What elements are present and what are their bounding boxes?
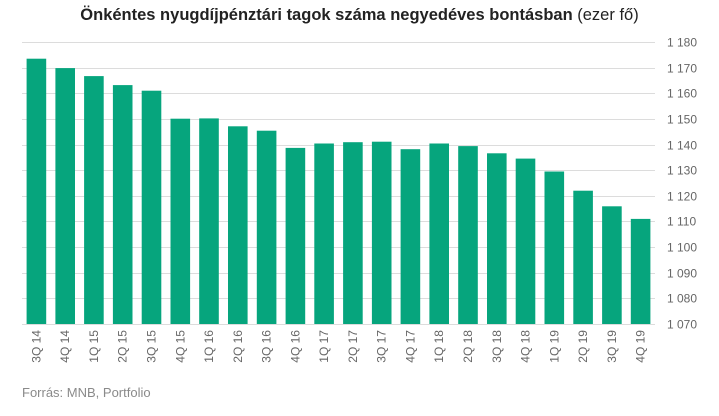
y-tick-label: 1 160	[667, 87, 697, 101]
bar	[458, 146, 478, 324]
y-tick-label: 1 180	[667, 36, 697, 50]
bar	[256, 130, 277, 324]
bar	[55, 68, 75, 324]
y-tick-label: 1 090	[667, 267, 697, 281]
x-tick-label: 1Q 15	[87, 330, 101, 363]
bar	[343, 142, 363, 324]
y-tick-label: 1 120	[667, 190, 697, 204]
x-tick-label: 2Q 15	[116, 330, 130, 363]
chart-title-main: Önkéntes nyugdíjpénztári tagok száma neg…	[80, 6, 573, 24]
x-tick-label: 3Q 15	[144, 330, 158, 363]
x-tick-label: 4Q 16	[288, 330, 302, 363]
x-tick-label: 3Q 19	[605, 330, 619, 363]
x-tick-label: 4Q 18	[519, 330, 533, 363]
bar	[400, 149, 421, 324]
bar	[487, 153, 507, 324]
y-tick-label: 1 130	[667, 164, 697, 178]
x-tick-label: 3Q 14	[29, 330, 43, 363]
bar	[199, 118, 219, 325]
bar	[573, 190, 593, 324]
y-tick-label: 1 140	[667, 139, 697, 153]
y-tick-label: 1 170	[667, 62, 697, 76]
x-tick-label: 4Q 17	[403, 330, 417, 363]
y-tick-label: 1 080	[667, 292, 697, 306]
x-tick-label: 1Q 18	[432, 330, 446, 363]
bar	[314, 143, 334, 324]
x-tick-label: 2Q 16	[231, 330, 245, 363]
bar	[544, 171, 565, 324]
x-tick-label: 1Q 17	[317, 330, 331, 363]
x-axis: 3Q 14 4Q 14 1Q 15 2Q 15 3Q 15 4Q 15 1Q 16 2Q 16…	[29, 330, 647, 363]
y-tick-label: 1 070	[667, 318, 697, 332]
y-tick-label: 1 150	[667, 113, 697, 127]
bar	[285, 147, 306, 324]
bar-series	[26, 58, 651, 325]
y-axis: 1 070 1 080 1 090 1 100 1 110 1 120 1 130 1 140…	[667, 36, 697, 332]
source-note: Forrás: MNB, Portfolio	[22, 385, 151, 400]
chart-title-unit: (ezer fő)	[577, 6, 639, 24]
x-tick-label: 3Q 16	[260, 330, 274, 363]
y-tick-label: 1 100	[667, 241, 697, 255]
x-tick-label: 2Q 18	[461, 330, 475, 363]
x-tick-label: 3Q 17	[375, 330, 389, 363]
bar	[141, 90, 162, 324]
bar	[602, 206, 622, 324]
bar	[112, 85, 133, 324]
x-tick-label: 3Q 18	[490, 330, 504, 363]
bar	[228, 126, 248, 324]
x-tick-label: 1Q 16	[202, 330, 216, 363]
y-tick-label: 1 110	[667, 215, 696, 229]
bar	[429, 143, 449, 324]
x-tick-label: 4Q 14	[58, 330, 72, 363]
chart-title: Önkéntes nyugdíjpénztári tagok száma neg…	[0, 6, 719, 25]
x-tick-label: 2Q 17	[346, 330, 360, 363]
bar	[84, 76, 104, 324]
bar	[26, 58, 47, 324]
bar	[170, 118, 191, 324]
x-tick-label: 2Q 19	[576, 330, 590, 363]
x-tick-label: 1Q 19	[547, 330, 561, 363]
bar	[515, 158, 536, 324]
x-tick-label: 4Q 19	[634, 330, 648, 363]
bar	[630, 218, 651, 324]
bar	[371, 141, 392, 324]
x-tick-label: 4Q 15	[173, 330, 187, 363]
